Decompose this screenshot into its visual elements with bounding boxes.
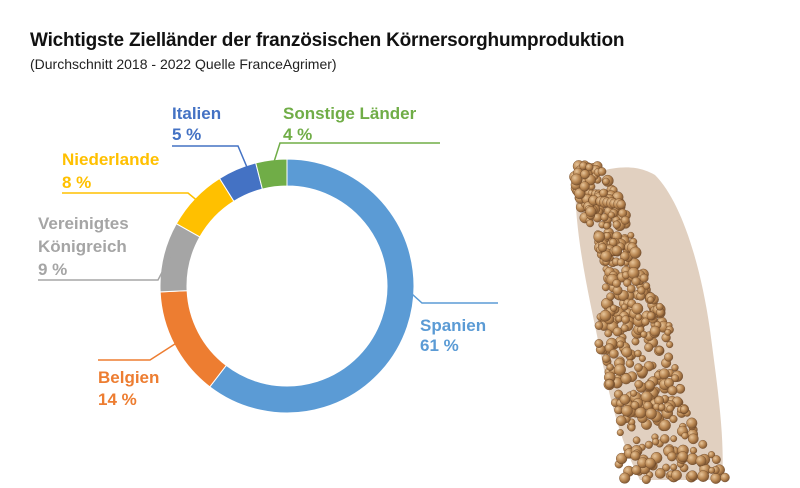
chart-title: Wichtigste Zielländer der französischen … [30, 30, 625, 51]
value-italien: 5 % [172, 125, 201, 144]
label-spanien: Spanien [420, 316, 486, 335]
sorghum-panicle-image [569, 160, 730, 485]
chart-subtitle: (Durchschnitt 2018 - 2022 Quelle FranceA… [30, 56, 337, 72]
leader-line-sonstige [272, 142, 440, 166]
slice-sonstige-länder [255, 158, 288, 190]
leader-lines [38, 142, 498, 361]
slice-spanien [209, 158, 415, 414]
leader-line-niederlande [62, 192, 212, 213]
value-spanien: 61 % [420, 336, 459, 355]
value-niederlande: 8 % [62, 173, 91, 192]
leader-line-spanien [401, 284, 498, 304]
value-belgien: 14 % [98, 390, 137, 409]
donut-slices [159, 158, 415, 414]
leader-line-vk [38, 256, 171, 281]
label-vk-line1: Vereinigtes [38, 214, 129, 233]
label-italien: Italien [172, 104, 221, 123]
value-vk: 9 % [38, 260, 67, 279]
label-vk-line2: Königreich [38, 237, 127, 256]
leader-line-italien [172, 145, 250, 173]
label-belgien: Belgien [98, 368, 159, 387]
leader-line-belgien [98, 341, 179, 361]
value-sonstige: 4 % [283, 125, 312, 144]
label-sonstige: Sonstige Länder [283, 104, 417, 123]
label-niederlande: Niederlande [62, 150, 159, 169]
slice-belgien [159, 290, 227, 388]
